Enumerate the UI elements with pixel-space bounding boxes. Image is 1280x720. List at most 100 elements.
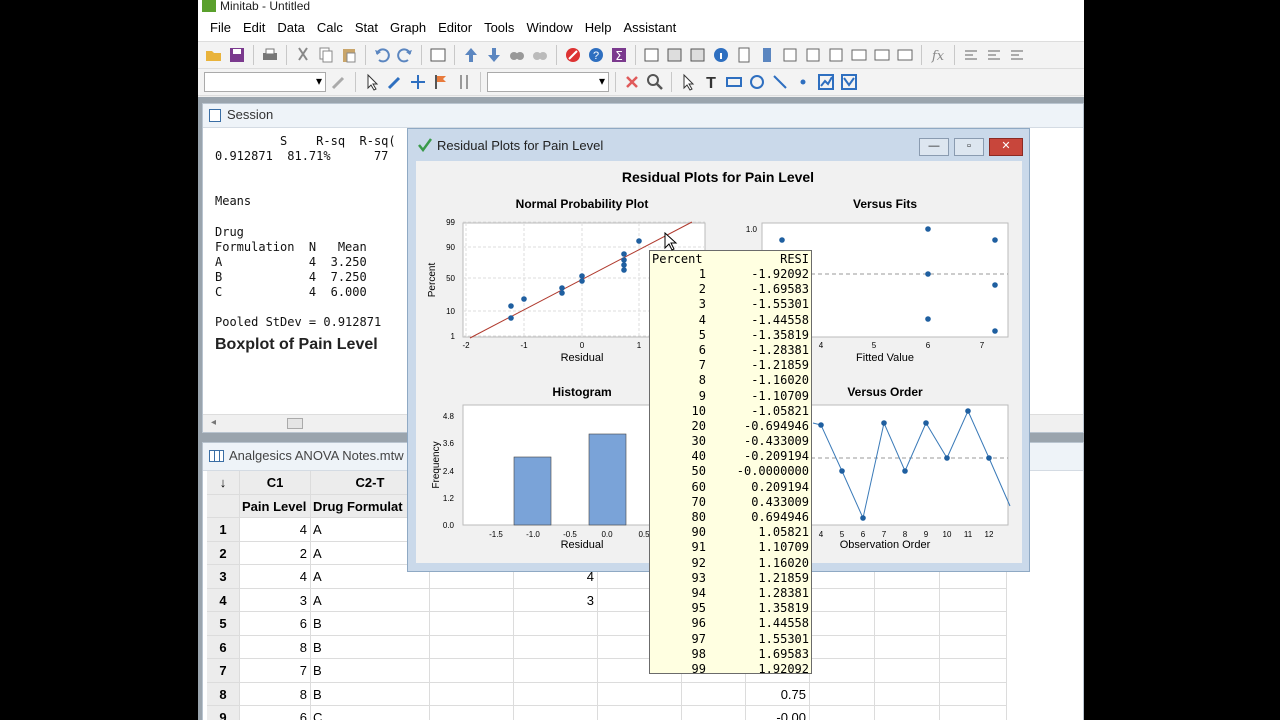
table-cell[interactable] bbox=[940, 635, 1007, 659]
table-cell[interactable]: 6 bbox=[240, 612, 311, 636]
table-icon[interactable] bbox=[849, 45, 869, 65]
table-cell[interactable]: -0.00 bbox=[746, 706, 810, 720]
table-cell[interactable] bbox=[810, 635, 875, 659]
table-cell[interactable] bbox=[430, 588, 514, 612]
align-icon[interactable] bbox=[1007, 45, 1027, 65]
row-number[interactable]: 2 bbox=[207, 541, 240, 565]
menu-assistant[interactable]: Assistant bbox=[623, 20, 677, 35]
table-cell[interactable] bbox=[810, 659, 875, 683]
minimize-button[interactable]: — bbox=[919, 138, 949, 156]
column-id-header[interactable]: C2-T bbox=[311, 471, 430, 495]
table-cell[interactable] bbox=[598, 706, 682, 720]
table-cell[interactable] bbox=[940, 565, 1007, 589]
worksheet-icon[interactable] bbox=[757, 45, 777, 65]
table-cell[interactable] bbox=[430, 659, 514, 683]
table-cell[interactable] bbox=[940, 682, 1007, 706]
table-cell[interactable]: 4 bbox=[240, 565, 311, 589]
table-cell[interactable]: 4 bbox=[514, 565, 598, 589]
cut-icon[interactable] bbox=[293, 45, 313, 65]
copy-icon[interactable] bbox=[316, 45, 336, 65]
editor-combo-box[interactable] bbox=[487, 72, 609, 92]
table-cell[interactable]: A bbox=[311, 565, 430, 589]
column-name-corner[interactable] bbox=[207, 494, 240, 518]
table-cell[interactable] bbox=[875, 682, 940, 706]
project-icon[interactable] bbox=[780, 45, 800, 65]
table-cell[interactable] bbox=[875, 565, 940, 589]
menu-editor[interactable]: Editor bbox=[438, 20, 473, 35]
table-cell[interactable] bbox=[430, 706, 514, 720]
row-number[interactable]: 6 bbox=[207, 635, 240, 659]
replace-icon[interactable] bbox=[530, 45, 550, 65]
row-number[interactable]: 7 bbox=[207, 659, 240, 683]
close-button[interactable]: ✕ bbox=[989, 138, 1023, 156]
align-icon[interactable] bbox=[961, 45, 981, 65]
table-cell[interactable]: B bbox=[311, 612, 430, 636]
table-cell[interactable] bbox=[810, 565, 875, 589]
table-cell[interactable] bbox=[514, 635, 598, 659]
delete-x-icon[interactable] bbox=[622, 72, 642, 92]
table-cell[interactable] bbox=[810, 588, 875, 612]
graph-stack-icon[interactable] bbox=[688, 45, 708, 65]
menu-file[interactable]: File bbox=[210, 20, 231, 35]
table-cell[interactable] bbox=[940, 612, 1007, 636]
ellipse-tool-icon[interactable] bbox=[747, 72, 767, 92]
sigma-icon[interactable]: Σ bbox=[609, 45, 629, 65]
redo-icon[interactable] bbox=[395, 45, 415, 65]
table-cell[interactable] bbox=[875, 612, 940, 636]
table-cell[interactable] bbox=[514, 706, 598, 720]
table-cell[interactable]: B bbox=[311, 659, 430, 683]
rectangle-tool-icon[interactable] bbox=[724, 72, 744, 92]
menu-help[interactable]: Help bbox=[584, 20, 612, 35]
table-cell[interactable]: 3 bbox=[240, 588, 311, 612]
table-cell[interactable]: B bbox=[311, 635, 430, 659]
table-cell[interactable] bbox=[598, 682, 682, 706]
brush-tool-icon[interactable] bbox=[329, 72, 349, 92]
graph-layout-icon[interactable] bbox=[665, 45, 685, 65]
split-icon[interactable] bbox=[872, 45, 892, 65]
column-name-header[interactable]: Pain Level bbox=[240, 494, 311, 518]
menu-stat[interactable]: Stat bbox=[354, 20, 378, 35]
arrow-down-icon[interactable] bbox=[484, 45, 504, 65]
scroll-thumb[interactable] bbox=[287, 418, 303, 429]
pointer-icon[interactable] bbox=[678, 72, 698, 92]
row-number[interactable]: 3 bbox=[207, 565, 240, 589]
paste-icon[interactable] bbox=[339, 45, 359, 65]
table-cell[interactable] bbox=[430, 635, 514, 659]
menu-calc[interactable]: Calc bbox=[316, 20, 343, 35]
table-cell[interactable] bbox=[430, 565, 514, 589]
table-cell[interactable]: A bbox=[311, 588, 430, 612]
table-cell[interactable]: 8 bbox=[240, 682, 311, 706]
table-cell[interactable] bbox=[810, 706, 875, 720]
info-icon[interactable] bbox=[711, 45, 731, 65]
table-cell[interactable] bbox=[430, 682, 514, 706]
zoom-icon[interactable] bbox=[645, 72, 665, 92]
menu-edit[interactable]: Edit bbox=[242, 20, 266, 35]
swap-icon[interactable] bbox=[454, 72, 474, 92]
table-cell[interactable] bbox=[875, 635, 940, 659]
marker-tool-icon[interactable] bbox=[793, 72, 813, 92]
layout-icon[interactable] bbox=[803, 45, 823, 65]
table-cell[interactable]: 7 bbox=[240, 659, 311, 683]
close-all-icon[interactable] bbox=[895, 45, 915, 65]
brush-icon[interactable] bbox=[826, 45, 846, 65]
flag-icon[interactable] bbox=[431, 72, 451, 92]
table-cell[interactable] bbox=[940, 706, 1007, 720]
table-cell[interactable] bbox=[514, 659, 598, 683]
brush-icon[interactable] bbox=[385, 72, 405, 92]
row-number[interactable]: 9 bbox=[207, 706, 240, 720]
undo-icon[interactable] bbox=[372, 45, 392, 65]
table-cell[interactable]: C bbox=[311, 706, 430, 720]
table-cell[interactable] bbox=[514, 682, 598, 706]
align-icon[interactable] bbox=[984, 45, 1004, 65]
graph-combo-box[interactable] bbox=[204, 72, 326, 92]
polygon-tool-icon[interactable] bbox=[839, 72, 859, 92]
crosshair-icon[interactable] bbox=[408, 72, 428, 92]
table-cell[interactable] bbox=[940, 659, 1007, 683]
help-icon[interactable]: ? bbox=[586, 45, 606, 65]
row-number[interactable]: 5 bbox=[207, 612, 240, 636]
open-folder-icon[interactable] bbox=[204, 45, 224, 65]
menu-graph[interactable]: Graph bbox=[389, 20, 427, 35]
find-icon[interactable] bbox=[507, 45, 527, 65]
arrow-up-icon[interactable] bbox=[461, 45, 481, 65]
row-number[interactable]: 4 bbox=[207, 588, 240, 612]
